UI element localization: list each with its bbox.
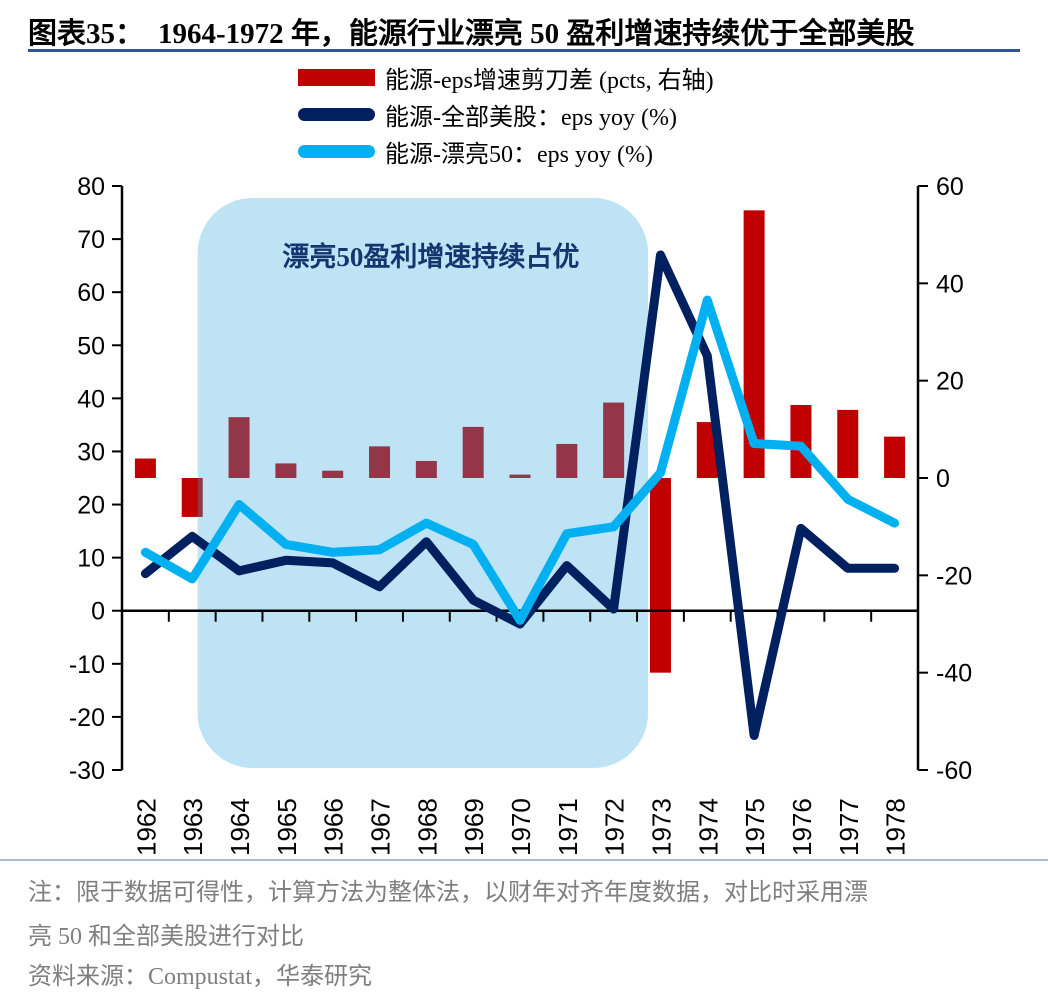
left-axis-tick-label: 0 [91, 598, 105, 626]
left-axis-tick-label: 10 [77, 545, 105, 573]
x-axis-year-label: 1963 [178, 798, 208, 856]
bar-1975 [743, 210, 765, 479]
right-axis-tick-label: 0 [936, 465, 950, 493]
x-axis-year-label: 1975 [740, 798, 770, 856]
left-axis-tick-label: -30 [69, 757, 105, 785]
legend-label: 能源-eps增速剪刀差 (pcts, 右轴) [385, 67, 714, 94]
right-axis-tick-label: -20 [936, 562, 972, 590]
left-axis-tick-label: 80 [77, 173, 105, 201]
legend-label: 能源-全部美股：eps yoy (%) [385, 104, 677, 131]
left-axis-tick-label: 20 [77, 492, 105, 520]
left-axis-tick-label: 70 [77, 226, 105, 254]
left-axis-tick-label: -10 [69, 651, 105, 679]
right-axis-tick-label: 40 [936, 270, 964, 298]
bar-1962 [134, 458, 156, 478]
x-axis-year-label: 1969 [459, 798, 489, 856]
bar-1963 [181, 478, 203, 517]
chart-number-label: 图表35： [28, 18, 145, 50]
x-axis-year-label: 1972 [600, 798, 630, 856]
chart-title-text: 1964-1972 年，能源行业漂亮 50 盈利增速持续优于全部美股 [158, 18, 915, 50]
chart-legend: 能源-eps增速剪刀差 (pcts, 右轴) 能源-全部美股：eps yoy (… [298, 66, 714, 177]
source-line: 资料来源：Compustat，华泰研究 [28, 964, 373, 990]
bar-1978 [884, 436, 906, 478]
left-axis-tick-label: 40 [77, 385, 105, 413]
highlight-annotation-text: 漂亮50盈利增速持续占优 [282, 241, 579, 272]
left-axis-tick-label: -20 [69, 704, 105, 732]
bar-1974 [696, 422, 718, 478]
right-axis-tick-label: -40 [936, 660, 972, 688]
x-axis-year-label: 1971 [553, 798, 583, 856]
bar-1976 [790, 405, 812, 478]
legend-item-navy-line: 能源-全部美股：eps yoy (%) [298, 103, 714, 131]
right-axis-tick-label: 60 [936, 173, 964, 201]
x-axis-year-label: 1966 [319, 798, 349, 856]
x-axis-year-label: 1968 [412, 798, 442, 856]
bar-1977 [837, 409, 859, 478]
bar-1968 [415, 460, 437, 478]
x-axis-year-label: 1977 [834, 798, 864, 856]
highlight-region [197, 198, 649, 768]
right-axis-tick-label: -60 [936, 757, 972, 785]
bar-1967 [369, 446, 391, 478]
x-axis-year-label: 1965 [272, 798, 302, 856]
left-axis-tick-label: 50 [77, 332, 105, 360]
right-axis-tick-label: 20 [936, 368, 964, 396]
page-title: 图表35： 1964-1972 年，能源行业漂亮 50 盈利增速持续优于全部美股 [28, 10, 1028, 52]
bar-1971 [556, 443, 578, 478]
line-series [140, 295, 900, 625]
footnote-line-1: 注：限于数据可得性，计算方法为整体法，以财年对齐年度数据，对比时采用漂 [28, 880, 868, 906]
legend-item-cyan-line: 能源-漂亮50：eps yoy (%) [298, 140, 714, 168]
x-axis-year-label: 1974 [693, 798, 723, 856]
footnote-line-2: 亮 50 和全部美股进行对比 [28, 924, 304, 950]
bar-1964 [228, 417, 250, 478]
bar-1969 [462, 426, 484, 478]
footer-divider [0, 859, 1048, 861]
legend-item-bar-series: 能源-eps增速剪刀差 (pcts, 右轴) [298, 66, 714, 94]
legend-bar-swatch [298, 68, 375, 86]
bar-1973 [649, 478, 671, 673]
x-axis-year-label: 1962 [131, 798, 161, 856]
bar-1965 [275, 463, 297, 478]
x-axis-year-label: 1978 [881, 798, 911, 856]
legend-label: 能源-漂亮50：eps yoy (%) [385, 141, 653, 168]
bar-1970 [509, 474, 531, 478]
x-axis-year-label: 1976 [787, 798, 817, 856]
x-axis-year-label: 1964 [225, 798, 255, 856]
bar-1966 [322, 470, 344, 478]
left-axis-tick-label: 30 [77, 438, 105, 466]
left-axis-tick-label: 60 [77, 279, 105, 307]
x-axis-year-label: 1967 [366, 798, 396, 856]
combo-chart-canvas: -30 -20 -10 0 10 20 30 40 50 60 70 80 -60 -40 -20 0 20 40… [69, 173, 972, 856]
x-axis-year-label: 1973 [646, 798, 676, 856]
legend-navy-line-swatch [298, 107, 375, 121]
title-underline [28, 49, 1020, 52]
bar-1972 [603, 402, 625, 478]
x-axis-year-label: 1970 [506, 798, 536, 856]
legend-cyan-line-swatch [298, 144, 375, 158]
